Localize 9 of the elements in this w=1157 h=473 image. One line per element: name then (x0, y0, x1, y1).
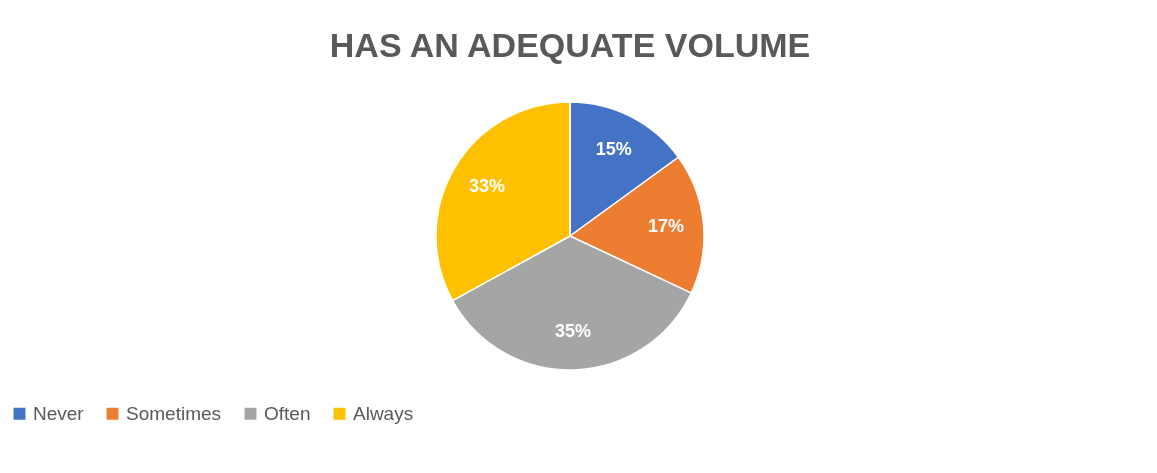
legend-label: Always (353, 402, 414, 424)
data-label: 17% (648, 215, 685, 236)
data-label: 15% (595, 139, 632, 160)
data-label: 33% (468, 175, 505, 196)
legend-label: Never (33, 402, 85, 424)
chart-title: HAS AN ADEQUATE VOLUME (329, 26, 811, 64)
legend-label: Often (264, 402, 311, 424)
data-label: 35% (555, 321, 592, 342)
legend-label: Sometimes (126, 402, 222, 424)
